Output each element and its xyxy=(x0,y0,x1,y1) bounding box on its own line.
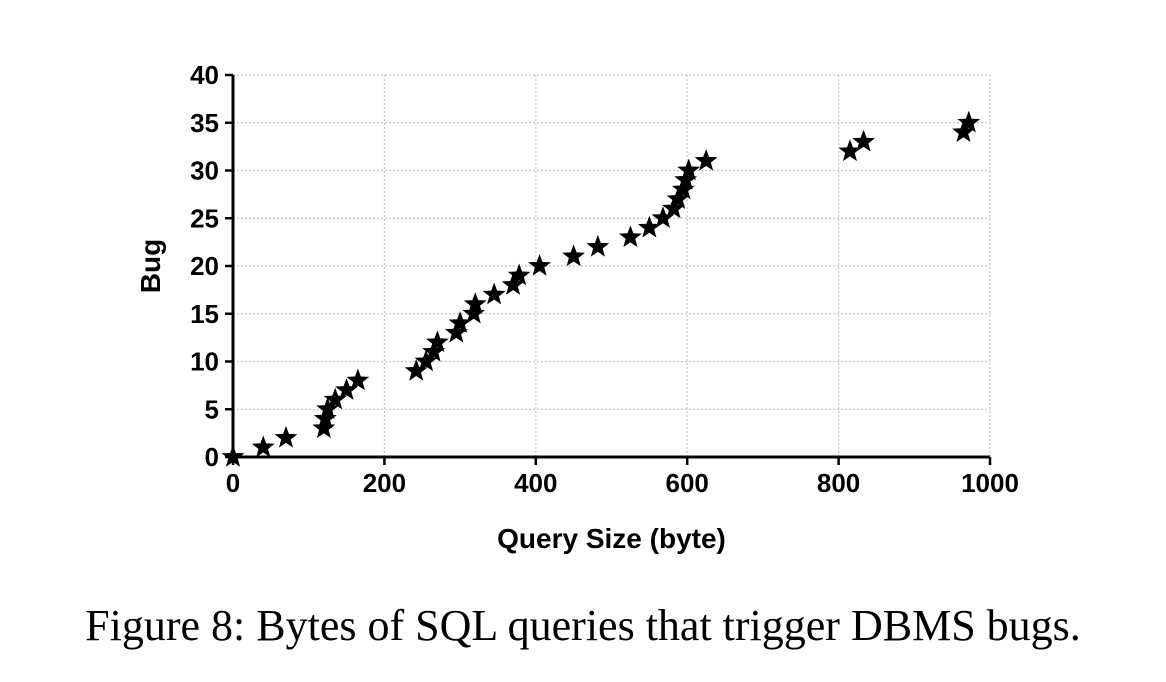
data-point-star xyxy=(425,330,449,353)
data-point-star xyxy=(562,244,586,267)
data-point-star xyxy=(672,177,695,200)
data-point-star xyxy=(852,129,875,152)
data-points xyxy=(221,110,981,467)
grid-lines xyxy=(233,74,991,457)
y-tick-label: 10 xyxy=(190,347,219,377)
data-point-star xyxy=(316,397,340,419)
data-point-star xyxy=(838,139,862,162)
data-point-star xyxy=(221,445,245,467)
data-point-star xyxy=(274,425,298,448)
data-point-star xyxy=(528,254,551,276)
data-point-star xyxy=(251,435,275,458)
data-point-star xyxy=(335,378,358,400)
data-point-star xyxy=(448,311,472,334)
x-tick-label: 600 xyxy=(666,468,709,498)
data-point-star xyxy=(662,196,685,219)
x-tick-label: 0 xyxy=(226,468,240,498)
x-axis-title: Query Size (byte) xyxy=(497,523,726,554)
x-tick-label: 200 xyxy=(363,468,406,498)
y-tick-label: 15 xyxy=(190,299,219,329)
data-point-star xyxy=(619,225,642,248)
data-point-star xyxy=(463,292,487,314)
data-point-star xyxy=(694,148,718,171)
y-tick-label: 0 xyxy=(205,442,219,472)
data-point-star xyxy=(404,359,428,381)
data-point-star xyxy=(444,320,468,343)
y-tick-label: 25 xyxy=(190,203,219,233)
data-point-star xyxy=(677,158,701,181)
y-axis-title: Bug xyxy=(135,239,166,293)
data-point-star xyxy=(957,110,981,133)
data-point-star xyxy=(586,234,610,257)
data-point-star xyxy=(346,368,370,391)
y-tick-label: 35 xyxy=(190,108,219,138)
data-point-star xyxy=(674,168,698,190)
data-point-star xyxy=(462,301,486,324)
y-tick-label: 5 xyxy=(205,394,219,424)
data-point-star xyxy=(482,282,506,305)
x-tick-label: 400 xyxy=(514,468,557,498)
data-point-star xyxy=(323,387,347,410)
data-point-star xyxy=(312,416,336,439)
figure-caption: Figure 8: Bytes of SQL queries that trig… xyxy=(85,601,1081,650)
data-point-star xyxy=(507,263,531,286)
data-point-star xyxy=(637,215,661,238)
data-point-star xyxy=(422,339,446,362)
data-point-star xyxy=(651,206,675,228)
data-point-star xyxy=(313,406,337,429)
x-tick-label: 800 xyxy=(817,468,860,498)
y-tick-label: 30 xyxy=(190,156,219,186)
data-point-star xyxy=(414,349,438,372)
y-tick-label: 40 xyxy=(190,60,219,90)
x-tick-label: 1000 xyxy=(961,468,1019,498)
y-tick-label: 20 xyxy=(190,251,219,281)
